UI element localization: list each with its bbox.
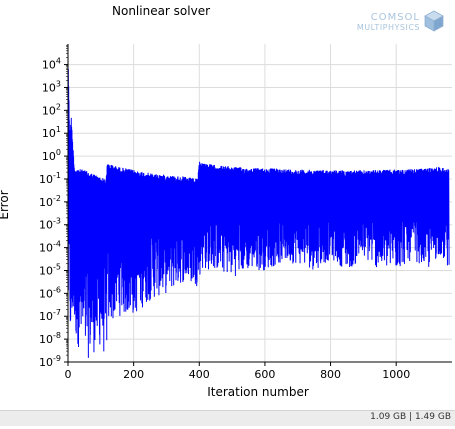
y-tick-label: 10-7 bbox=[39, 308, 61, 323]
y-tick-label: 104 bbox=[42, 57, 61, 72]
cube-icon bbox=[424, 10, 444, 32]
x-tick-label: 0 bbox=[65, 368, 72, 381]
logo-line1: COMSOL bbox=[371, 12, 420, 23]
y-tick-label: 100 bbox=[42, 148, 61, 163]
x-tick-label: 1000 bbox=[382, 368, 410, 381]
y-tick-label: 10-3 bbox=[39, 217, 61, 232]
y-tick-label: 103 bbox=[42, 79, 61, 94]
y-tick-label: 10-1 bbox=[39, 171, 61, 186]
x-tick-label: 600 bbox=[254, 368, 275, 381]
memory-status: 1.09 GB | 1.49 GB bbox=[370, 412, 451, 422]
y-tick-label: 101 bbox=[42, 125, 61, 140]
status-bar: 1.09 GB | 1.49 GB bbox=[0, 410, 455, 426]
chart-title: Nonlinear solver bbox=[112, 4, 210, 18]
y-tick-label: 10-6 bbox=[39, 285, 61, 300]
x-axis-label: Iteration number bbox=[207, 385, 309, 399]
y-tick-label: 10-5 bbox=[39, 262, 61, 277]
x-tick-label: 200 bbox=[123, 368, 144, 381]
plot-area: 10-9 10-8 10-7 10-6 10-5 10-4 10-3 10-2 10-1 100 1… bbox=[39, 44, 452, 381]
y-tick-label: 102 bbox=[42, 102, 61, 117]
x-tick-label: 800 bbox=[320, 368, 341, 381]
y-tick-label: 10-4 bbox=[39, 240, 61, 255]
y-axis-label: Error bbox=[0, 190, 11, 219]
y-tick-label: 10-2 bbox=[39, 194, 61, 209]
y-tick-label: 10-9 bbox=[39, 354, 61, 369]
logo-line2: MULTIPHYSICS bbox=[357, 23, 420, 32]
comsol-logo: COMSOL MULTIPHYSICS bbox=[357, 10, 444, 32]
y-tick-label: 10-8 bbox=[39, 331, 61, 346]
x-tick-label: 400 bbox=[189, 368, 210, 381]
series-line bbox=[67, 52, 450, 358]
